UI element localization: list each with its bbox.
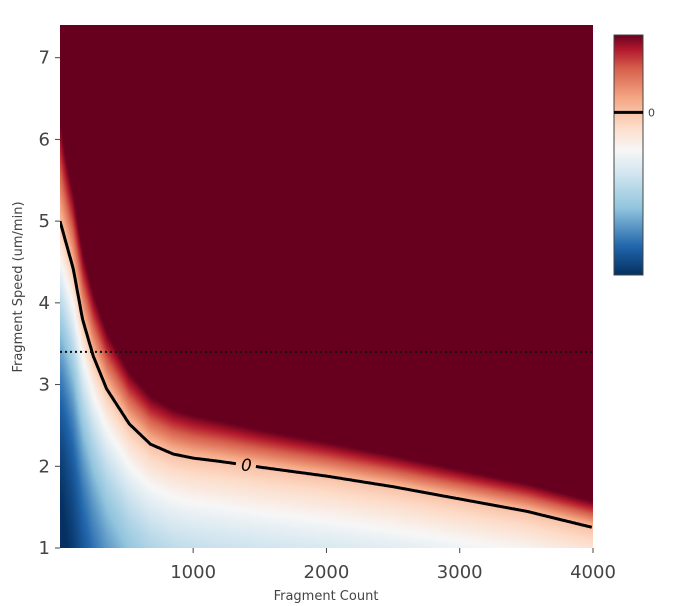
x-axis-title: Fragment Count — [274, 589, 379, 604]
contour-label-background — [0, 0, 18, 20]
x-tick-label: 1000 — [170, 562, 216, 583]
y-tick-label: 7 — [39, 48, 50, 69]
x-tick-label: 4000 — [570, 562, 616, 583]
y-tick-label: 6 — [39, 129, 50, 150]
plot-area: 0 — [0, 0, 593, 548]
y-tick-label: 5 — [39, 211, 50, 232]
x-tick-label: 2000 — [304, 562, 350, 583]
contour-line-zero — [60, 220, 593, 529]
y-tick-label: 4 — [39, 293, 50, 314]
colorbar: 0 — [613, 34, 655, 276]
y-tick-label: 1 — [39, 538, 50, 559]
y-axis-title: Fragment Speed (um/min) — [11, 201, 26, 372]
y-tick-label: 3 — [39, 375, 50, 396]
colorbar-gradient — [613, 34, 644, 276]
colorbar-zero-label: 0 — [648, 106, 655, 119]
y-tick-label: 2 — [39, 456, 50, 477]
y-axis: 1 2 3 4 5 6 7 — [39, 48, 60, 559]
heatmap — [60, 25, 593, 548]
contour-label: 0 — [241, 456, 252, 476]
x-axis: 1000 2000 3000 4000 — [170, 548, 616, 583]
x-tick-label: 3000 — [437, 562, 483, 583]
